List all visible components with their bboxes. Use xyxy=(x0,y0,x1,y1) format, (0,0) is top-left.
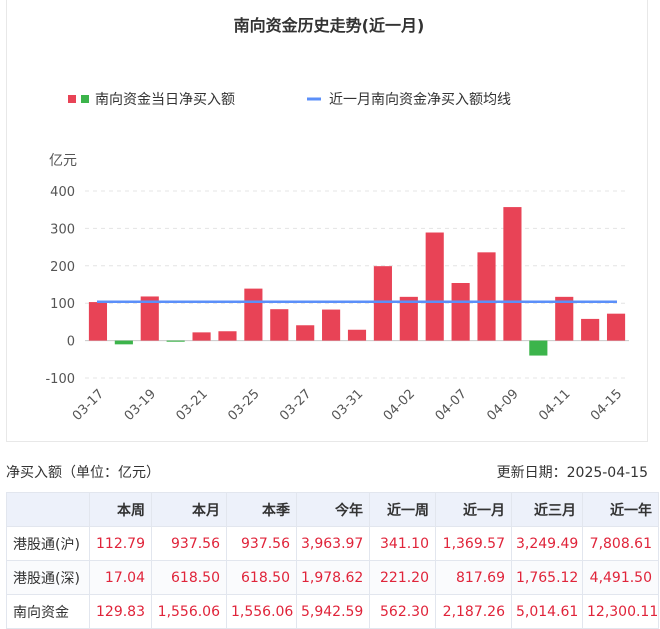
table-cell: 2,187.26 xyxy=(435,594,512,629)
header-cell: 近三月 xyxy=(511,492,583,527)
legend-avg-label: 近一月南向资金净买入额均线 xyxy=(329,92,511,108)
header-cell: 近一年 xyxy=(582,492,659,527)
header-cell: 今年 xyxy=(296,492,370,527)
x-tick-label: 03-25 xyxy=(225,387,262,424)
table-cell: 562.30 xyxy=(369,594,436,629)
bar xyxy=(347,329,367,341)
y-tick-label: 300 xyxy=(50,222,75,237)
table-cell: 937.56 xyxy=(226,526,297,561)
x-tick-label: 03-19 xyxy=(122,387,159,424)
net-buy-table: 本周 本月 本季 今年 近一周 近一月 近三月 近一年 港股通(沪) 112.7… xyxy=(6,492,659,629)
table-cell: 3,249.49 xyxy=(511,526,583,561)
row-name-total: 南向资金 xyxy=(6,594,90,629)
bar xyxy=(451,283,470,341)
bars xyxy=(88,207,626,356)
y-tick-label: 0 xyxy=(67,335,75,350)
update-date: 更新日期：2025-04-15 xyxy=(496,465,648,481)
table-caption: 净买入额（单位：亿元） xyxy=(6,465,160,481)
y-tick-label: 100 xyxy=(50,297,75,312)
x-tick-labels: 03-17 03-19 03-21 03-25 03-27 03-31 04-02 04-07… xyxy=(70,387,625,424)
bar xyxy=(373,266,392,341)
table-cell: 1,369.57 xyxy=(435,526,512,561)
table-cell: 1,765.12 xyxy=(511,560,583,595)
legend-bar-series[interactable]: 南向资金当日净买入额 xyxy=(68,92,235,108)
table-header-row: 本周 本月 本季 今年 近一周 近一月 近三月 近一年 xyxy=(6,492,659,527)
table-cell: 17.04 xyxy=(89,560,152,595)
table-row: 港股通(深) 17.04 618.50 618.50 1,978.62 221.… xyxy=(6,560,659,595)
bar xyxy=(192,332,211,341)
table-cell: 618.50 xyxy=(226,560,297,595)
bar xyxy=(88,302,108,341)
x-tick-label: 04-07 xyxy=(433,387,470,424)
header-cell: 本月 xyxy=(151,492,227,527)
table-cell: 12,300.11 xyxy=(582,594,659,629)
x-tick-label: 03-27 xyxy=(277,387,314,424)
bar xyxy=(166,340,185,342)
header-cell: 本周 xyxy=(89,492,152,527)
bar xyxy=(555,296,574,341)
x-tick-label: 04-02 xyxy=(381,387,418,424)
table-cell: 937.56 xyxy=(151,526,227,561)
bar xyxy=(322,309,341,341)
bar xyxy=(477,252,496,341)
x-tick-label: 03-17 xyxy=(70,387,107,424)
table-cell: 1,556.06 xyxy=(151,594,227,629)
table-cell: 112.79 xyxy=(89,526,152,561)
net-buy-table-wrapper: 本周 本月 本季 今年 近一周 近一月 近三月 近一年 港股通(沪) 112.7… xyxy=(6,492,659,629)
row-name-sh: 港股通(沪) xyxy=(6,526,90,561)
bar xyxy=(581,318,600,341)
y-tick-label: 200 xyxy=(50,260,75,275)
chart-svg: 南向资金历史走势(近一月) 南向资金当日净买入额 近一月南向资金净买入额均线 亿… xyxy=(45,16,629,424)
bar xyxy=(399,296,418,341)
table-cell: 221.20 xyxy=(369,560,436,595)
legend-red-swatch xyxy=(68,95,76,103)
bar xyxy=(296,325,315,341)
table-cell: 341.10 xyxy=(369,526,436,561)
table-cell: 5,942.59 xyxy=(296,594,370,629)
bar xyxy=(606,313,626,341)
bar xyxy=(140,296,159,341)
table-cell: 5,014.61 xyxy=(511,594,583,629)
bar xyxy=(114,340,133,345)
table-row: 南向资金 129.83 1,556.06 1,556.06 5,942.59 5… xyxy=(6,594,659,629)
y-tick-labels: -100 0 100 200 300 400 xyxy=(45,185,75,387)
table-cell: 618.50 xyxy=(151,560,227,595)
bar xyxy=(218,331,237,341)
x-tick-label: 03-21 xyxy=(174,387,211,424)
header-cell: 近一周 xyxy=(369,492,436,527)
x-tick-label: 04-15 xyxy=(588,387,625,424)
table-cell: 4,491.50 xyxy=(582,560,659,595)
x-tick-label: 03-31 xyxy=(329,387,366,424)
header-cell: 本季 xyxy=(226,492,297,527)
y-axis-unit: 亿元 xyxy=(49,153,77,169)
legend-bar-label: 南向资金当日净买入额 xyxy=(95,92,235,108)
header-cell: 近一月 xyxy=(435,492,512,527)
x-tick-label: 04-11 xyxy=(536,387,573,424)
bar xyxy=(529,340,548,356)
table-cell: 817.69 xyxy=(435,560,512,595)
chart-card: 南向资金历史走势(近一月) 南向资金当日净买入额 近一月南向资金净买入额均线 亿… xyxy=(6,0,648,442)
x-tick-label: 04-09 xyxy=(484,387,521,424)
bar xyxy=(425,232,444,341)
legend-green-swatch xyxy=(81,95,89,103)
table-row: 港股通(沪) 112.79 937.56 937.56 3,963.97 341… xyxy=(6,526,659,561)
chart-title: 南向资金历史走势(近一月) xyxy=(234,16,425,35)
y-tick-label: -100 xyxy=(45,372,75,387)
table-cell: 7,808.61 xyxy=(582,526,659,561)
table-cell: 129.83 xyxy=(89,594,152,629)
table-cell: 1,978.62 xyxy=(296,560,370,595)
y-tick-label: 400 xyxy=(50,185,75,200)
legend-avg-series[interactable]: 近一月南向资金净买入额均线 xyxy=(307,92,511,108)
bar xyxy=(244,288,263,341)
bar xyxy=(270,309,289,341)
bar xyxy=(503,207,522,341)
table-cell: 3,963.97 xyxy=(296,526,370,561)
table-cell: 1,556.06 xyxy=(226,594,297,629)
row-name-sz: 港股通(深) xyxy=(6,560,90,595)
header-cell xyxy=(6,492,90,527)
